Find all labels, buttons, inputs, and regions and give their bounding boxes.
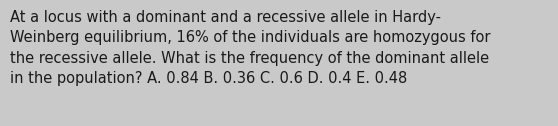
Text: At a locus with a dominant and a recessive allele in Hardy-: At a locus with a dominant and a recessi… [10, 10, 441, 25]
Text: in the population? A. 0.84 B. 0.36 C. 0.6 D. 0.4 E. 0.48: in the population? A. 0.84 B. 0.36 C. 0.… [10, 71, 407, 86]
Text: the recessive allele. What is the frequency of the dominant allele: the recessive allele. What is the freque… [10, 51, 489, 66]
Text: Weinberg equilibrium, 16% of the individuals are homozygous for: Weinberg equilibrium, 16% of the individ… [10, 30, 490, 45]
